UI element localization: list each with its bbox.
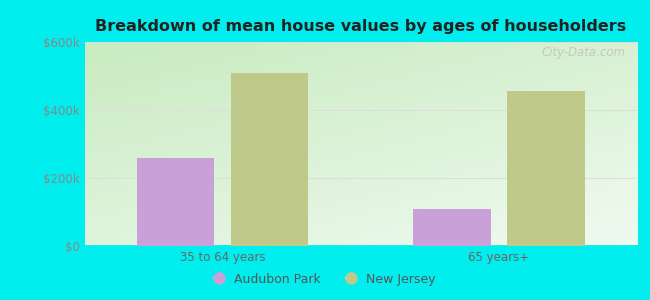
- Bar: [137, 158, 214, 246]
- Bar: [231, 73, 308, 246]
- Bar: [413, 208, 491, 246]
- Legend: Audubon Park, New Jersey: Audubon Park, New Jersey: [209, 268, 441, 291]
- Text: City-Data.com: City-Data.com: [542, 46, 626, 59]
- Bar: [507, 91, 584, 246]
- Title: Breakdown of mean house values by ages of householders: Breakdown of mean house values by ages o…: [95, 19, 627, 34]
